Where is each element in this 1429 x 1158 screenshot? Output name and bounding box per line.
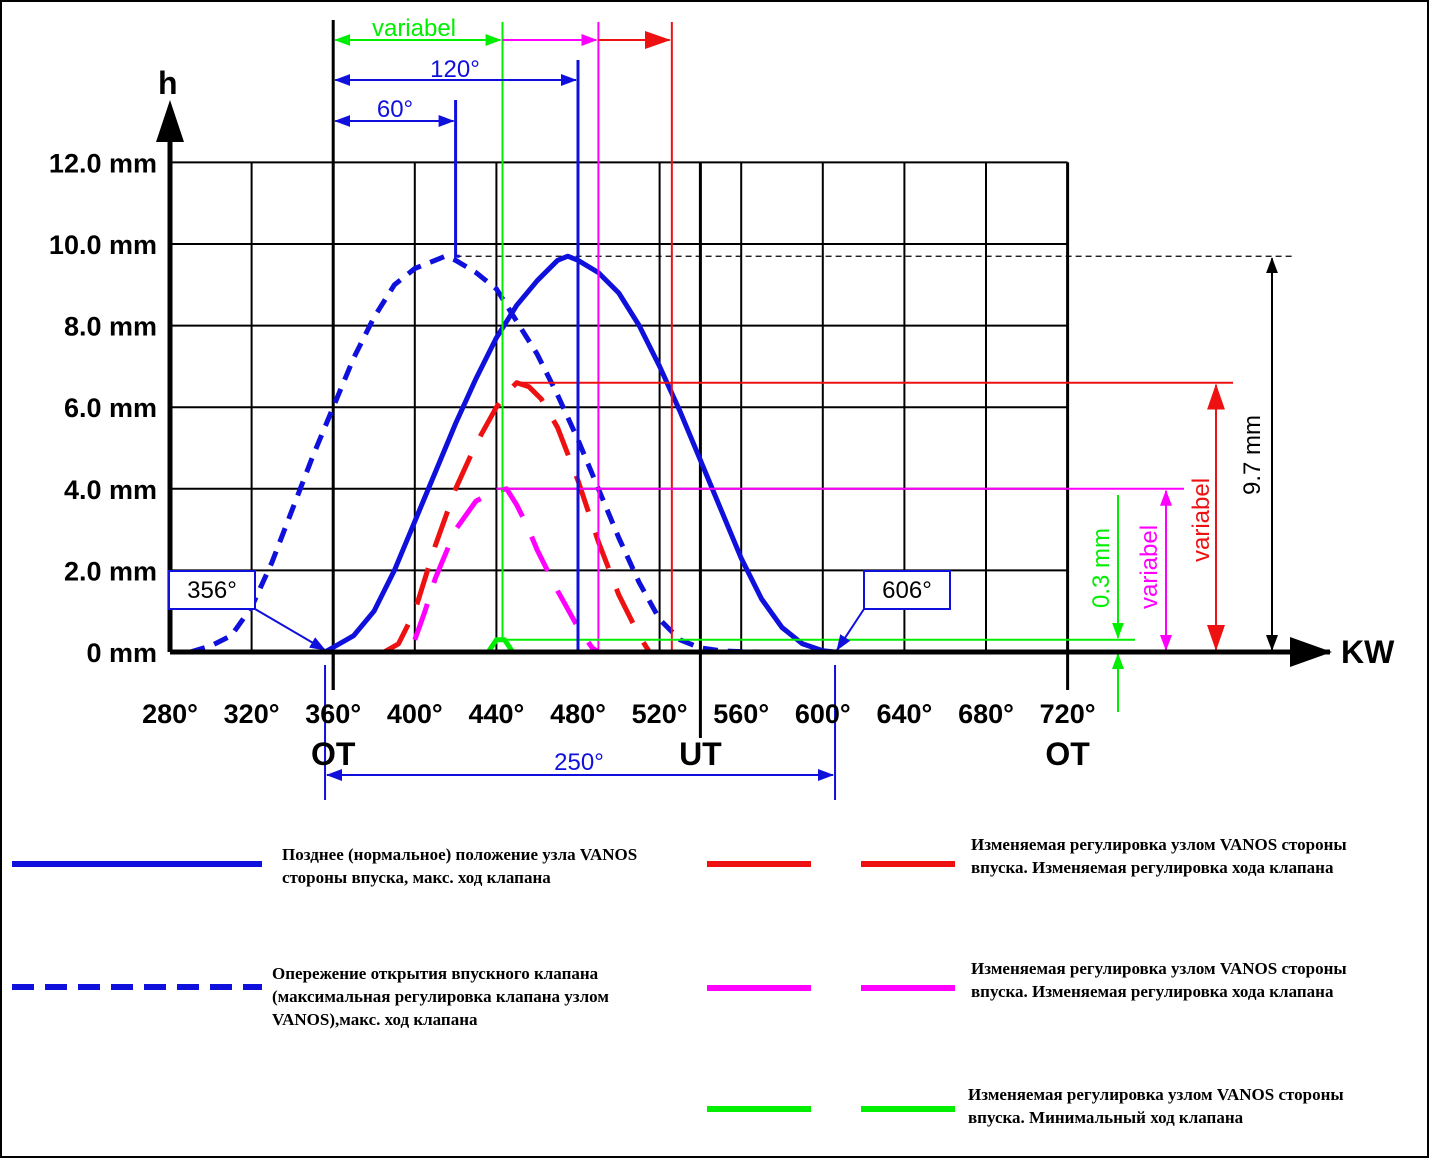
annotation-0-3-mm: 0.3 mm [1088,528,1115,608]
axes: 280° 320° 360° 400° 440° 480° 520° 560° 600° 640°… [49,100,1332,729]
x-tick-label: 440° [468,699,524,729]
legend-label-variable-magenta: Изменяемая регулировка узлом VANOS сторо… [971,959,1347,1001]
y-tick-label: 10.0 mm [49,230,157,260]
y-tick-label: 8.0 mm [64,312,157,342]
callout-box-356 [168,570,256,610]
legend-label-minimum-lift: Изменяемая регулировка узлом VANOS сторо… [968,1085,1344,1127]
y-tick-label: 12.0 mm [49,148,157,178]
annotation-60-deg: 60° [377,96,413,123]
x-tick-label: 520° [632,699,688,729]
series-line-3 [412,486,600,655]
y-axis-label: h [158,65,178,101]
max-lift-marker-advanced [454,100,460,258]
callout-box-606 [863,570,951,610]
dead-center-label-ot-2: OT [1045,736,1090,772]
y-tick-label: 2.0 mm [64,556,157,586]
x-axis-label: KW [1341,634,1395,670]
series-layer [189,253,836,655]
annotation-variabel-red: variabel [1188,478,1215,562]
callout-606-deg: 606° [882,577,932,604]
x-tick-label: 400° [387,699,443,729]
annotation-variabel-magenta: variabel [1136,525,1163,609]
annotation-variabel-green-top: variabel [372,15,456,42]
callout-leader-356 [254,608,326,651]
x-axis-arrowhead [1290,637,1332,667]
annotation-layer [254,22,1278,800]
x-tick-label: 640° [876,699,932,729]
x-tick-label: 680° [958,699,1014,729]
x-tick-label: 600° [795,699,851,729]
legend-swatches [12,861,955,1112]
series-line-0 [323,253,836,655]
x-tick-label: 480° [550,699,606,729]
x-tick-label: 280° [142,699,198,729]
dead-center-label-ot-1: OT [311,736,356,772]
grid [170,20,1292,738]
x-tick-label: 560° [713,699,769,729]
series-line-1 [189,253,762,655]
callout-leader-606 [836,608,865,651]
annotation-9-7-mm: 9.7 mm [1239,415,1266,495]
legend-label-advanced-opening: Опережение открытия впускного клапана (м… [272,964,609,1029]
annotation-250-deg: 250° [554,749,604,776]
x-tick-label: 320° [224,699,280,729]
dead-center-label-ut: UT [679,736,722,772]
y-tick-label: 0 mm [86,638,157,668]
legend-label-variable-red: Изменяемая регулировка узлом VANOS сторо… [971,835,1347,877]
x-tick-label: 360° [305,699,361,729]
y-axis-arrowhead [156,100,184,142]
callout-356-deg: 356° [187,577,237,604]
legend-label-late-position: Позднее (нормальное) положение узла VANO… [282,845,638,887]
y-tick-label: 6.0 mm [64,393,157,423]
annotation-120-deg: 120° [430,56,480,83]
x-tick-label: 720° [1040,699,1096,729]
y-tick-label: 4.0 mm [64,475,157,505]
